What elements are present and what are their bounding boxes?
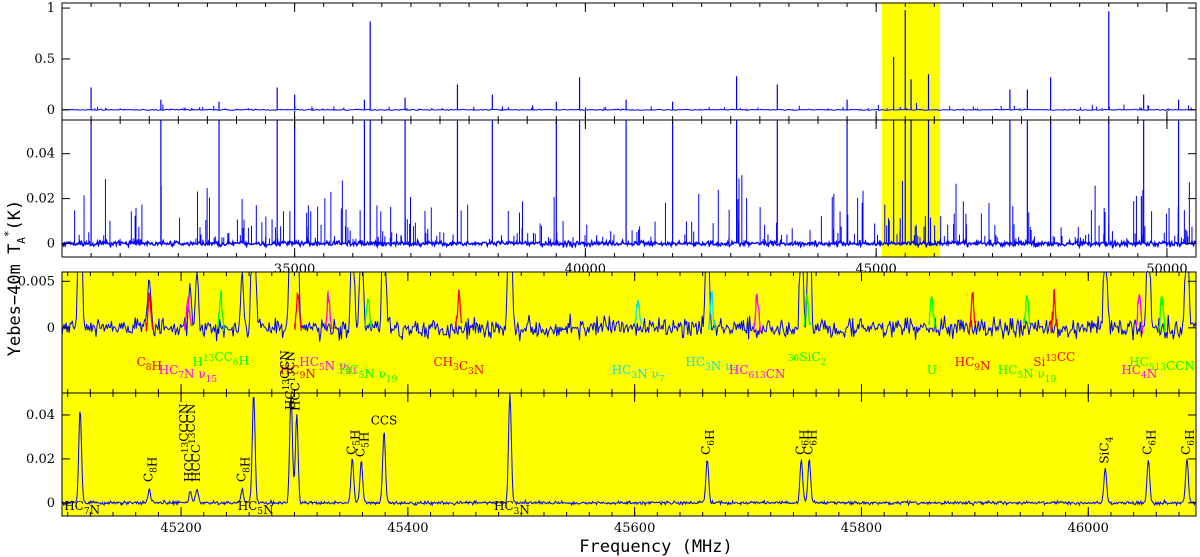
weak-line-label: HC4N [1121, 363, 1157, 381]
x-axis-detail-tick-label: 45600 [614, 521, 655, 536]
weak-line-feature [364, 298, 373, 329]
weak-line-feature [293, 292, 302, 332]
weak-line-feature [324, 291, 333, 331]
weak-line-label: U [927, 363, 937, 377]
weak-line-feature [183, 296, 192, 331]
y-axis-zoom-tick-label: 0.04 [26, 147, 55, 162]
strong-line-label: C6H [699, 430, 717, 455]
weak-line-label: HC7N ν15 [159, 363, 218, 385]
weak-line-label: HC3N ν7 [685, 355, 738, 377]
weak-line-feature [145, 292, 154, 332]
weak-line-label: C8H [137, 355, 162, 373]
strong-line-label: HC5N [238, 499, 274, 517]
weak-line-label: HC3N ν7 [612, 363, 665, 385]
y-axis-weak-tick-label: 0.005 [18, 274, 55, 289]
y-axis-strong-tick-label: 0.02 [26, 452, 55, 467]
detail-background [62, 272, 1196, 393]
panel-full-band-zoom [61, 119, 1197, 258]
weak-line-label: H13CC6H [193, 350, 250, 369]
weak-line-feature [1050, 288, 1059, 334]
weak-line-label: HC5N ν19 [998, 363, 1057, 385]
strong-line-label: C6H [793, 430, 811, 455]
weak-line-label: 30SiC2 [788, 350, 826, 368]
weak-line-feature [216, 290, 225, 332]
strong-line-label: C6H [801, 430, 819, 455]
y-axis-strong-tick-label: 0.04 [26, 408, 55, 423]
weak-line-label: CH3C3N [433, 355, 484, 377]
weak-line-label: HC513CCN [1129, 355, 1195, 373]
strong-line-label: SiC4 [1097, 436, 1115, 463]
weak-line-feature [634, 299, 643, 325]
weak-line-feature [803, 293, 812, 328]
weak-line-feature [1157, 296, 1167, 333]
weak-line-feature [753, 293, 762, 333]
weak-line-feature [1022, 294, 1031, 325]
strong-line-label: C5H [344, 430, 362, 455]
y-axis-zoom-tick-label: 0 [47, 237, 55, 252]
strong-line-label: CCS [371, 413, 398, 427]
y-axis-weak-tick-label: 0 [47, 321, 55, 336]
strong-line-label: HC3N [494, 499, 530, 517]
y-axis-top-tick-label: 1 [47, 1, 55, 16]
x-axis-label: Frequency (MHz) [579, 537, 733, 557]
strong-line-label: C8H [234, 457, 252, 482]
y-axis-zoom-tick-label: 0.02 [26, 192, 55, 207]
panel-detail-strong [61, 392, 1197, 517]
panel-full-band-top [61, 2, 1197, 121]
strong-line-label: C5H [353, 432, 371, 457]
strong-line-label: C6H [1140, 430, 1158, 455]
strong-line-label: C8H [141, 457, 159, 482]
weak-line-feature [707, 291, 716, 331]
weak-line-label: HC5N ν19 [339, 363, 398, 385]
weak-line-feature [968, 291, 977, 335]
y-axis-top-tick-label: 0 [47, 103, 55, 118]
weak-line-label: HC613CN [729, 363, 786, 381]
strong-line-label: HCCC13CCN [184, 404, 203, 482]
weak-line-feature [454, 289, 463, 330]
x-axis-detail-tick-label: 45800 [841, 521, 882, 536]
weak-line-feature [927, 296, 936, 328]
weak-line-feature [1135, 294, 1144, 334]
weak-line-label: HC5N ν11 [299, 355, 357, 377]
weak-line-label: HC9N [280, 363, 316, 381]
x-axis-detail-tick-label: 45400 [387, 521, 428, 536]
spectrum-baseline [61, 237, 1197, 250]
strong-line-label: HC13CCN [278, 350, 297, 410]
detail-spectrum-weak [61, 271, 1197, 342]
detail-spectrum-strong [61, 392, 1197, 507]
x-axis-detail-tick-label: 45200 [160, 521, 201, 536]
weak-line-label: Si13CC [1033, 350, 1075, 369]
weak-line-label: HC9N [955, 355, 991, 373]
y-axis-top-tick-label: 0.5 [34, 52, 55, 67]
spectrum-baseline [61, 108, 1197, 112]
strong-line-label: HC7N [64, 499, 100, 517]
y-axis-label: Yebes−40m TA*(K) [2, 200, 28, 357]
strong-line-label: HCC13CCCN [177, 404, 196, 482]
x-axis-detail-tick-label: 46000 [1068, 521, 1109, 536]
strong-line-label: C6H [1179, 430, 1197, 455]
strong-line-label: HCC13CN [284, 351, 303, 411]
y-axis-strong-tick-label: 0 [47, 496, 55, 511]
detail-background [62, 393, 1196, 516]
